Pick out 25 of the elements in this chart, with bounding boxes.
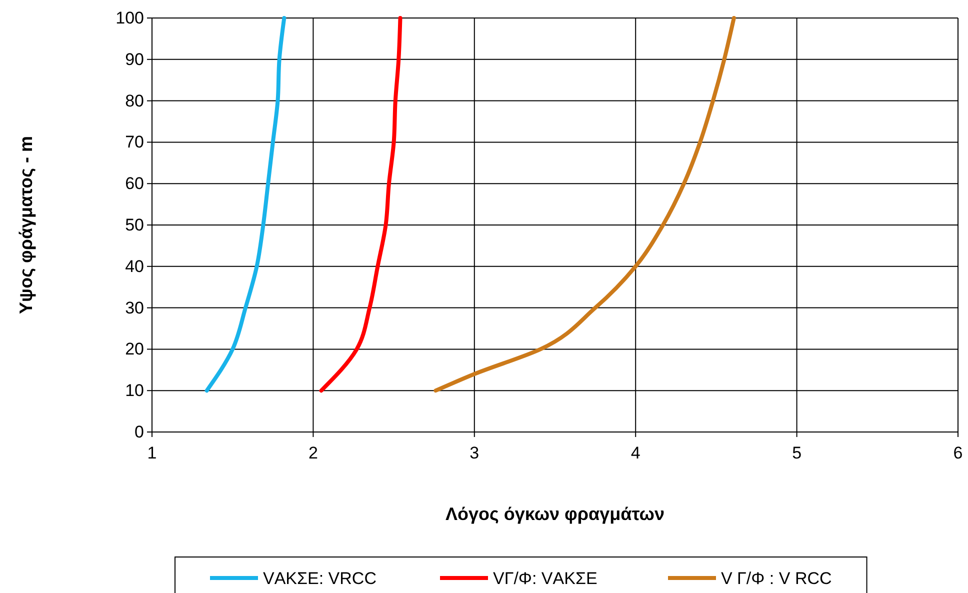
x-tick-label: 6	[953, 444, 963, 463]
x-tick-label: 3	[470, 444, 480, 463]
x-tick-label: 4	[630, 444, 640, 463]
y-tick-label: 40	[125, 256, 144, 276]
legend-label: V Γ/Φ : V RCC	[721, 569, 832, 588]
y-tick-label: 50	[125, 215, 144, 234]
y-tick-label: 0	[134, 422, 144, 442]
legend-label: VΓ/Φ: VΑΚΣΕ	[493, 569, 598, 588]
line-series	[204, 16, 286, 393]
legend-label: VΑΚΣΕ: VRCC	[263, 569, 376, 588]
y-tick-label: 70	[125, 132, 144, 152]
x-axis-title: Λόγος όγκων φραγμάτων	[446, 504, 664, 524]
y-tick-label: 10	[125, 381, 144, 400]
x-tick-label: 5	[792, 444, 802, 463]
y-tick-label: 30	[125, 298, 144, 318]
y-tick-label: 90	[125, 50, 144, 69]
y-axis-title: Υψος φράγματος - m	[16, 136, 36, 314]
x-tick-label: 2	[308, 444, 318, 463]
line-series	[434, 16, 736, 393]
y-tick-label: 80	[125, 91, 144, 110]
x-tick-label: 1	[147, 444, 157, 463]
y-tick-label: 60	[125, 174, 144, 194]
y-tick-label: 20	[125, 340, 144, 359]
y-tick-label: 100	[116, 8, 144, 28]
line-series	[319, 16, 402, 393]
